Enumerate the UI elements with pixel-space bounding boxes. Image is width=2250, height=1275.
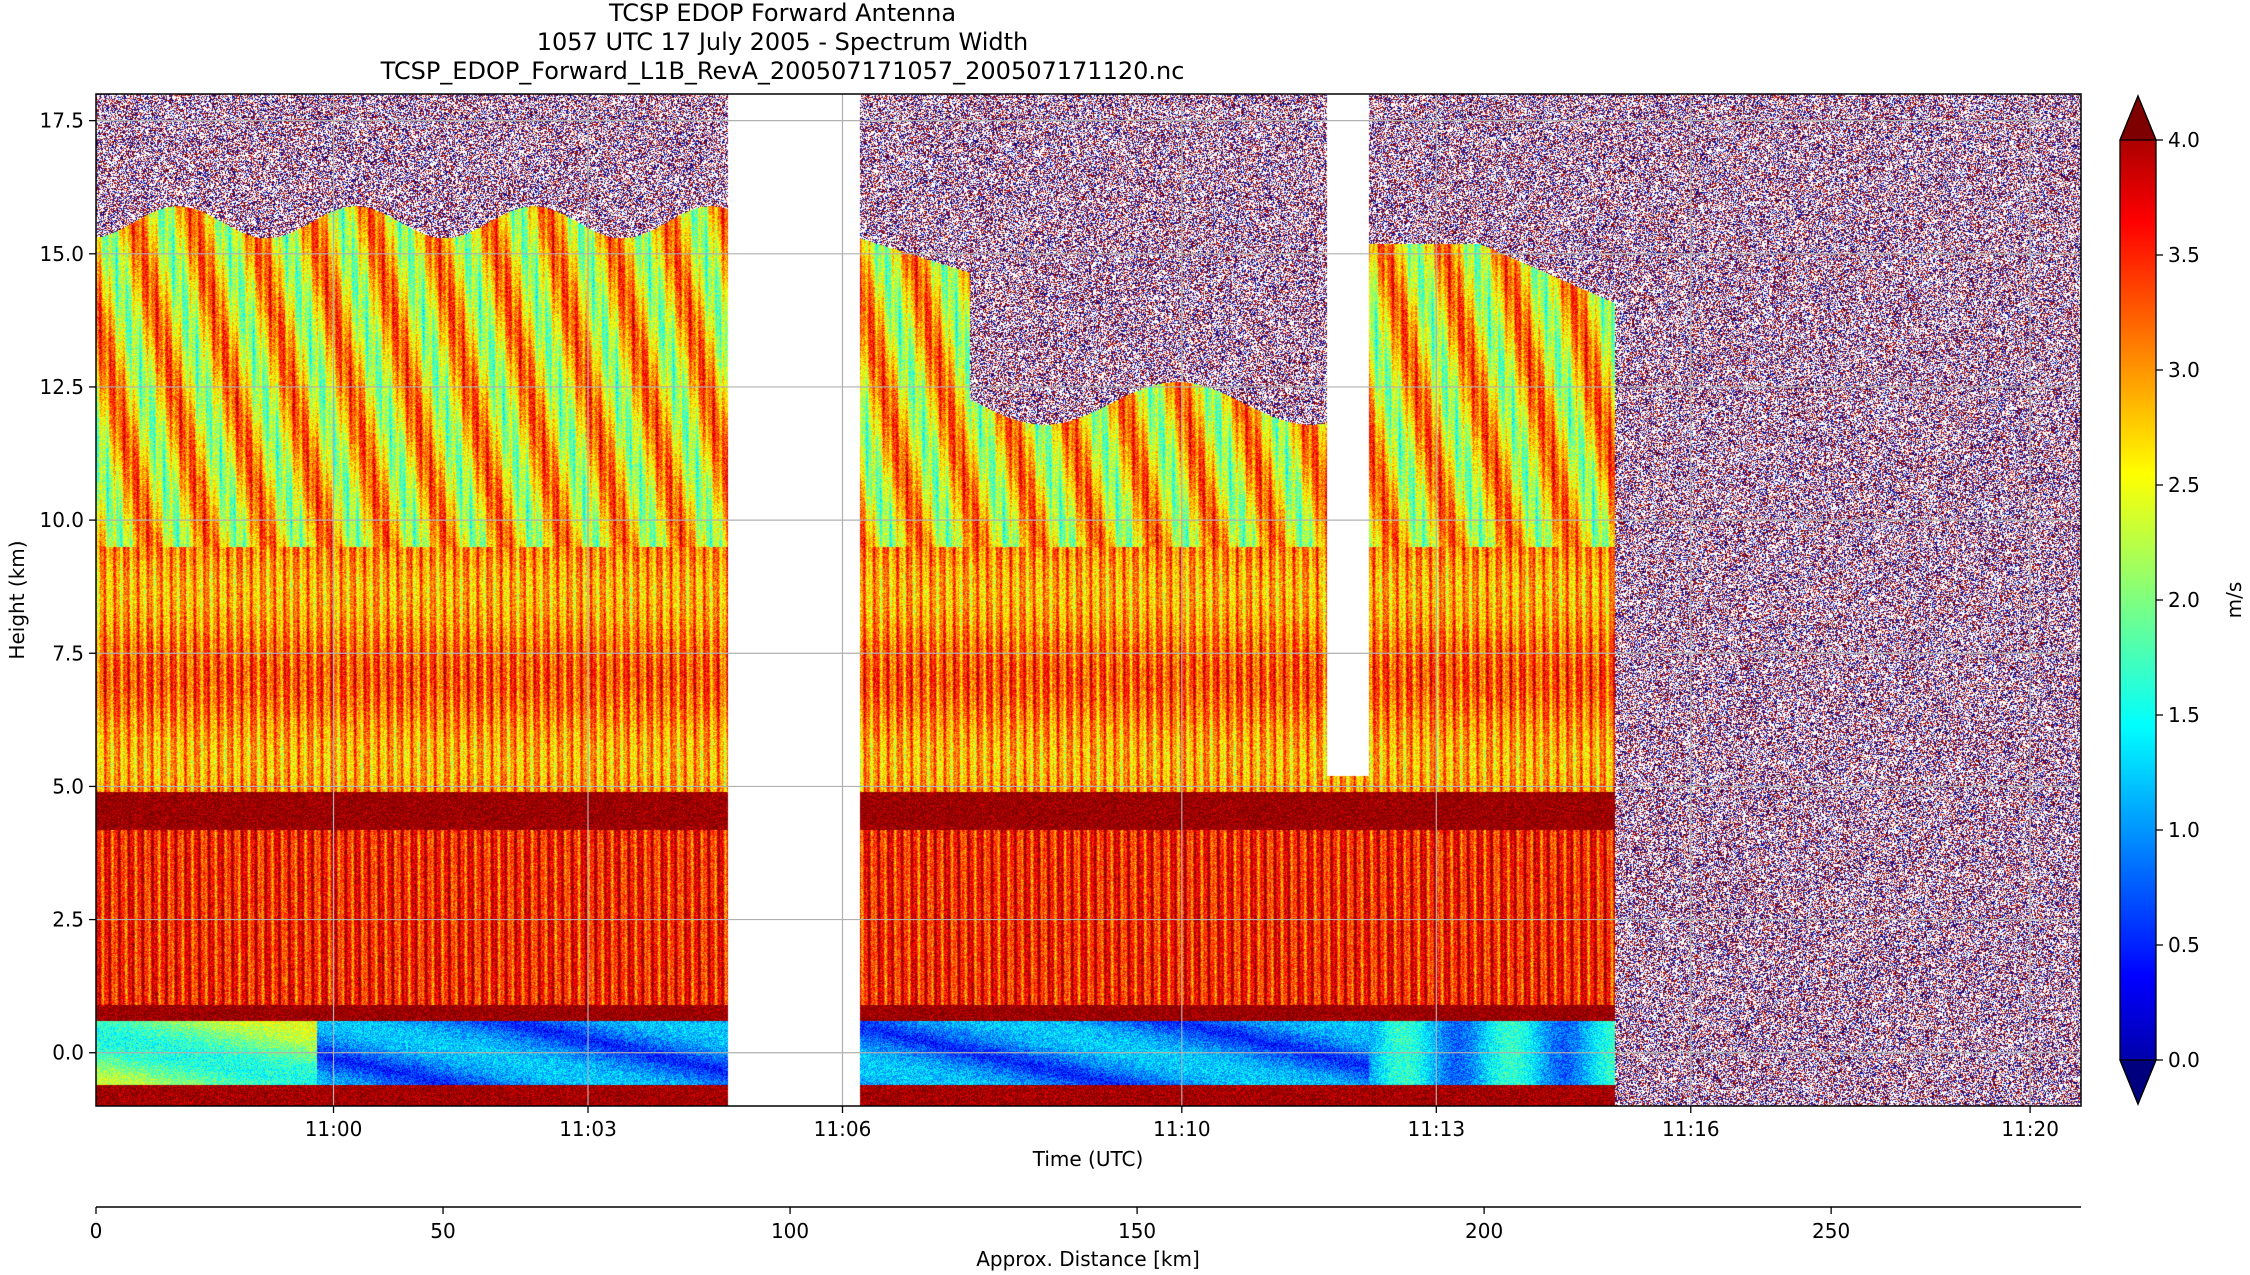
colorbar-max-extension [2119,94,2157,141]
y-tick-label: 2.5 [52,908,84,932]
y-tick-label: 10.0 [39,508,84,532]
colorbar-tick-label: 2.5 [2168,473,2200,497]
chart-title-line-2: 1057 UTC 17 July 2005 - Spectrum Width [536,28,1029,56]
distance-tick-label: 50 [430,1219,455,1243]
x-tick-label: 11:10 [1153,1117,1211,1141]
x-axis-label: Time (UTC) [1032,1147,1144,1171]
x-tick-label: 11:16 [1662,1117,1720,1141]
x-tick-label: 11:00 [305,1117,363,1141]
heatmap-image [96,94,2081,1106]
colorbar-tick-label: 0.0 [2168,1048,2200,1072]
y-tick-label: 0.0 [52,1041,84,1065]
x-tick-label: 11:13 [1407,1117,1465,1141]
plot-frame [95,93,2082,1107]
colorbar-tick-label: 0.5 [2168,933,2200,957]
y-tick-label: 12.5 [39,375,84,399]
x-tick-label: 11:20 [2001,1117,2059,1141]
colorbar-tick-label: 1.5 [2168,703,2200,727]
colorbar-ticks: 0.0 0.5 1.0 1.5 2.0 2.5 3.0 3.5 4.0 [2156,128,2200,1072]
colorbar-tick-label: 1.0 [2168,818,2200,842]
chart-title-line-3: TCSP_EDOP_Forward_L1B_RevA_200507171057_… [380,57,1185,85]
y-tick-label: 7.5 [52,641,84,665]
colorbar-tick-label: 2.0 [2168,588,2200,612]
distance-tick-label: 150 [1118,1219,1156,1243]
distance-axis-label: Approx. Distance [km] [976,1247,1200,1271]
colorbar-tick-label: 4.0 [2168,128,2200,152]
colorbar: 0.0 0.5 1.0 1.5 2.0 2.5 3.0 3.5 4.0 [2119,94,2200,1106]
colorbar-tick-label: 3.0 [2168,358,2200,382]
colorbar-min-extension [2119,1059,2157,1106]
chart-title-line-1: TCSP EDOP Forward Antenna [608,0,957,27]
grid-lines [96,94,2081,1106]
x-tick-label: 11:03 [559,1117,617,1141]
distance-axis: 0 50 100 150 200 250 [90,1206,2081,1243]
y-axis: 0.0 2.5 5.0 7.5 10.0 12.5 15.0 17.5 [39,109,96,1065]
distance-tick-label: 250 [1812,1219,1850,1243]
distance-tick-label: 200 [1465,1219,1503,1243]
distance-tick-label: 0 [90,1219,103,1243]
x-tick-label: 11:06 [814,1117,872,1141]
colorbar-tick-label: 3.5 [2168,243,2200,267]
y-tick-label: 5.0 [52,774,84,798]
heatmap-area [96,94,2081,1106]
y-axis-label: Height (km) [5,540,29,659]
y-tick-label: 17.5 [39,109,84,133]
distance-tick-label: 100 [771,1219,809,1243]
colorbar-label: m/s [2222,582,2246,619]
x-axis: 11:00 11:03 11:06 11:10 11:13 11:16 11:20 [305,1106,2059,1141]
colorbar-body [2119,94,2157,1106]
y-tick-label: 15.0 [39,242,84,266]
